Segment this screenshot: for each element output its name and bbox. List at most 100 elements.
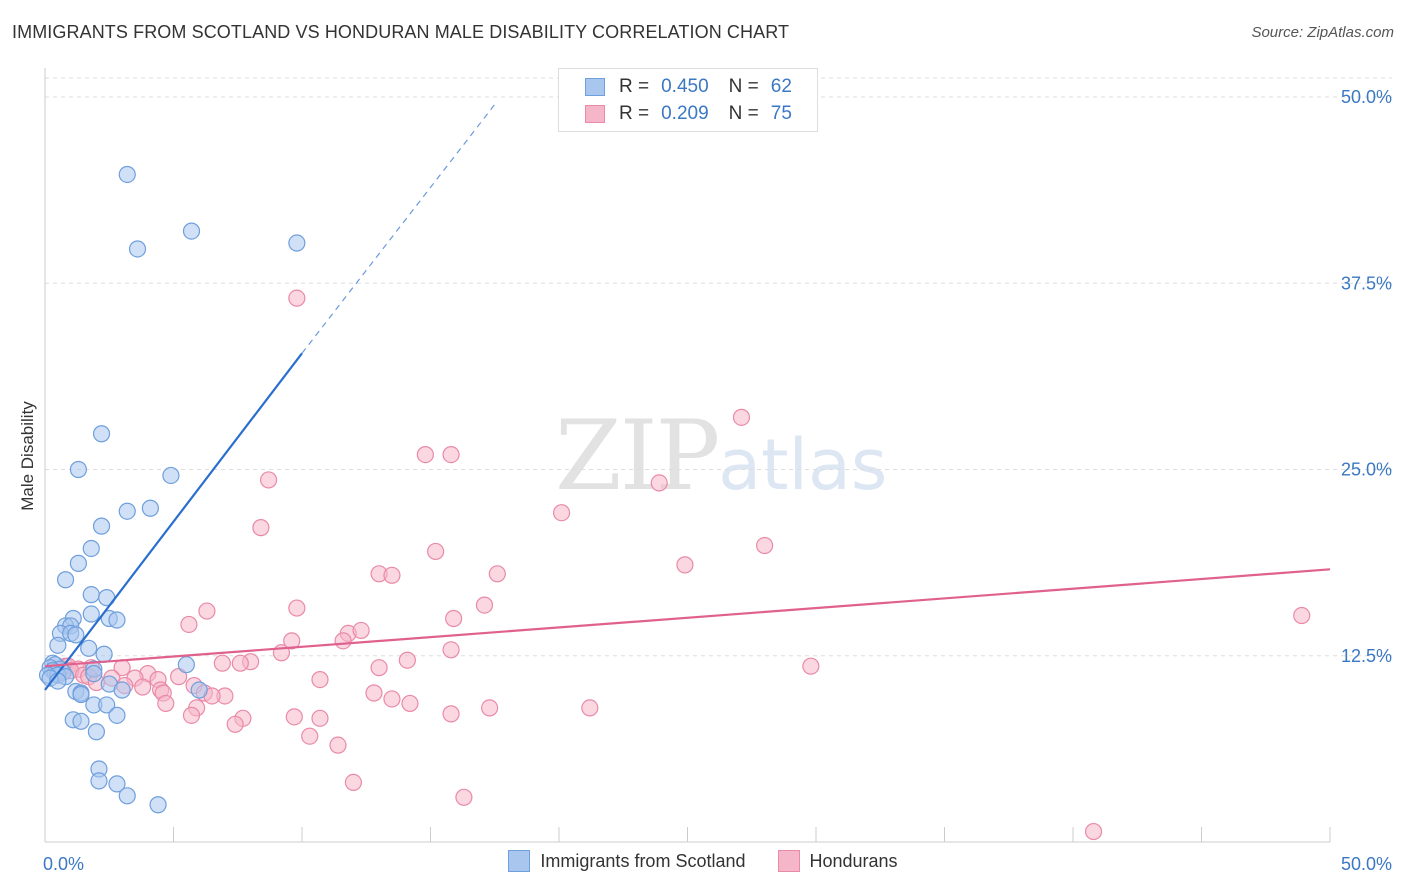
- honduran-point: [329, 736, 347, 754]
- honduran-point: [231, 654, 249, 672]
- honduran-point: [650, 474, 668, 492]
- honduran-point: [481, 699, 499, 717]
- honduran-point: [301, 727, 319, 745]
- honduran-point: [442, 446, 460, 464]
- legend-label-scotland: Immigrants from Scotland: [540, 850, 746, 871]
- scotland-point: [108, 706, 126, 724]
- scotland-point: [85, 665, 103, 683]
- scotland-point: [108, 611, 126, 629]
- honduran-point: [259, 471, 278, 489]
- legend-r-label: R =: [619, 103, 650, 124]
- scotland-point: [56, 571, 75, 589]
- legend-r-value: 0.209: [661, 103, 709, 124]
- scotland-point: [80, 639, 98, 657]
- honduran-point: [134, 678, 152, 696]
- y-tick-label: 37.5%: [1341, 273, 1392, 293]
- honduran-point: [732, 408, 751, 426]
- scotland-point: [128, 240, 147, 258]
- honduran-point: [344, 773, 362, 792]
- scotland-point: [90, 772, 108, 790]
- scotland-point: [182, 222, 201, 240]
- honduran-point: [182, 706, 201, 724]
- y-tick-label: 50.0%: [1341, 87, 1392, 107]
- watermark: ZIPatlas: [555, 400, 887, 512]
- scotland-point: [82, 539, 100, 558]
- honduran-point: [475, 596, 494, 614]
- honduran-point: [552, 504, 571, 522]
- scotland-point: [98, 696, 116, 714]
- legend-row-scotland: R = 0.450 N = 62: [585, 75, 792, 99]
- honduran-point: [198, 602, 216, 620]
- honduran-point: [180, 615, 198, 634]
- scotland-point: [141, 499, 159, 517]
- honduran-point: [676, 556, 694, 574]
- legend-item-scotland[interactable]: Immigrants from Scotland: [508, 850, 746, 872]
- scotland-point: [162, 466, 180, 485]
- honduran-trend-line: [44, 568, 1331, 668]
- scotland-point: [72, 685, 90, 704]
- scotland-point: [67, 626, 85, 644]
- legend-label-hondurans: Hondurans: [809, 850, 898, 871]
- scotland-point: [149, 796, 167, 814]
- chart-source: Source: ZipAtlas.com: [1251, 24, 1394, 41]
- x-tick-label: 50.0%: [1341, 854, 1392, 874]
- honduran-point: [157, 694, 175, 713]
- scotland-point: [49, 636, 67, 654]
- x-tick-label: 0.0%: [43, 854, 84, 874]
- legend-n-value: 75: [770, 103, 792, 124]
- honduran-point: [288, 599, 306, 617]
- legend-item-hondurans[interactable]: Hondurans: [777, 850, 898, 872]
- honduran-point: [365, 684, 383, 702]
- correlation-legend: R = 0.450 N = 62 R = 0.209 N = 75: [558, 68, 818, 132]
- honduran-point: [398, 651, 416, 669]
- scotland-point: [92, 517, 111, 535]
- honduran-point: [170, 668, 188, 686]
- honduran-point: [252, 519, 270, 537]
- scotland-point: [82, 586, 100, 604]
- honduran-point: [416, 446, 434, 464]
- honduran-point: [445, 609, 463, 628]
- scotland-point: [87, 723, 106, 741]
- scotland-point: [69, 554, 88, 572]
- honduran-point: [1084, 822, 1103, 841]
- honduran-point: [213, 654, 231, 672]
- scotland-point: [95, 645, 113, 663]
- y-tick-label: 25.0%: [1341, 460, 1392, 480]
- legend-row-hondurans: R = 0.209 N = 75: [585, 102, 792, 126]
- scotland-trend-line: [44, 352, 303, 691]
- scotland-point: [177, 656, 195, 674]
- chart-title: IMMIGRANTS FROM SCOTLAND VS HONDURAN MAL…: [12, 22, 790, 42]
- honduran-point: [226, 715, 244, 733]
- scotland-point: [118, 165, 136, 184]
- scotland-point: [113, 681, 131, 699]
- honduran-point: [488, 565, 506, 583]
- watermark-atlas: atlas: [718, 424, 888, 506]
- honduran-point: [442, 705, 460, 723]
- legend-swatch-scotland: [585, 78, 605, 96]
- legend-n-label: N =: [728, 76, 759, 97]
- scotland-point: [69, 460, 88, 479]
- honduran-point: [370, 659, 388, 677]
- legend-swatch-hondurans: [585, 105, 605, 123]
- honduran-point: [755, 536, 774, 555]
- scotland-point: [288, 234, 306, 252]
- scotland-point: [92, 425, 111, 443]
- honduran-point: [285, 708, 303, 726]
- scotland-point: [108, 775, 126, 793]
- honduran-point: [311, 709, 329, 727]
- honduran-point: [581, 699, 599, 717]
- honduran-point: [802, 657, 820, 675]
- honduran-point: [288, 289, 306, 307]
- y-tick-label: 12.5%: [1341, 646, 1392, 666]
- legend-swatch-scotland: [508, 850, 531, 872]
- honduran-point: [442, 641, 460, 659]
- scotland-point: [190, 681, 208, 699]
- honduran-point: [311, 670, 329, 689]
- watermark-zip: ZIP: [555, 400, 720, 512]
- legend-r-label: R =: [619, 76, 650, 97]
- honduran-point: [283, 632, 301, 650]
- legend-r-value: 0.450: [661, 76, 709, 97]
- legend-swatch-hondurans: [777, 850, 800, 872]
- honduran-point: [455, 788, 473, 806]
- scotland-point: [118, 502, 136, 520]
